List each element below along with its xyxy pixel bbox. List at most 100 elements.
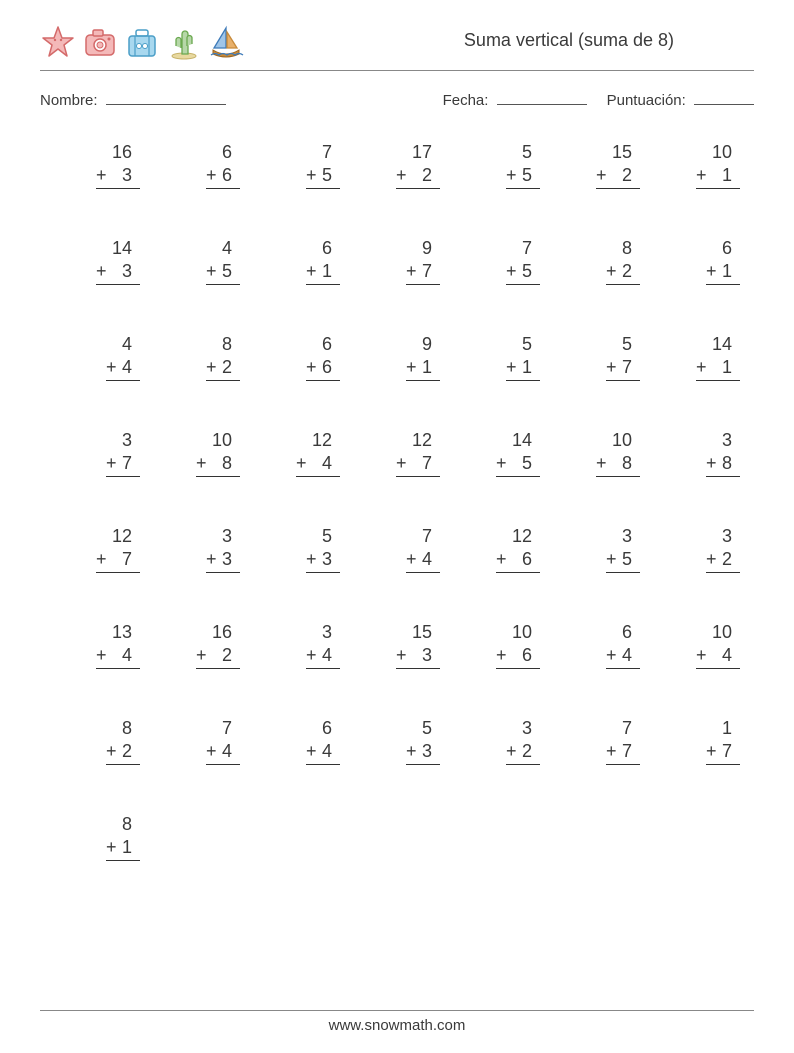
date-blank[interactable] [497,89,587,105]
addend-top: 12 [512,525,540,548]
addend-bottom: +7 [606,356,640,382]
addend-top: 7 [622,717,640,740]
addend-bottom: + 6 [496,548,540,574]
plus-sign: + [506,740,517,763]
addend-bottom-value: 2 [408,164,432,187]
addend-top: 13 [112,621,140,644]
addend-bottom-value: 3 [218,548,232,571]
problem-row: 8+27+46+45+33+27+71+7 [40,717,754,765]
addend-top: 4 [122,333,140,356]
plus-sign: + [606,260,617,283]
addend-bottom: +1 [306,260,340,286]
plus-sign: + [406,356,417,379]
info-row: Nombre: Fecha: Puntuación: [40,89,754,109]
problem-row: 14+ 34+56+19+77+58+26+1 [40,237,754,285]
addend-bottom-value: 4 [418,548,432,571]
addend-bottom-value: 7 [118,452,132,475]
addend-bottom: + 8 [196,452,240,478]
addend-bottom: + 3 [96,164,140,190]
addition-problem: 15+ 3 [340,621,440,669]
addend-bottom: +3 [406,740,440,766]
addend-top: 14 [112,237,140,260]
plus-sign: + [596,452,607,475]
addend-bottom-value: 1 [708,164,732,187]
addend-top: 3 [722,429,740,452]
addend-top: 3 [622,525,640,548]
plus-sign: + [506,356,517,379]
addend-bottom-value: 3 [318,548,332,571]
header-divider [40,70,754,71]
addition-problem: 16+ 3 [40,141,140,189]
worksheet-page: Suma vertical (suma de 8) Nombre: Fecha:… [0,0,794,1053]
plus-sign: + [496,548,507,571]
header-row: Suma vertical (suma de 8) [40,20,754,60]
addend-bottom: +2 [106,740,140,766]
addend-bottom: +5 [506,164,540,190]
addition-problem: 3+8 [640,429,740,477]
addend-bottom-value: 4 [618,644,632,667]
addend-top: 3 [522,717,540,740]
addend-top: 10 [512,621,540,644]
name-blank[interactable] [106,89,226,105]
addition-problem: 3+2 [640,525,740,573]
header-icons [40,20,244,60]
plus-sign: + [96,548,107,571]
addend-top: 10 [212,429,240,452]
addend-top: 12 [312,429,340,452]
addend-bottom-value: 8 [208,452,232,475]
addend-bottom-value: 6 [508,548,532,571]
addition-problem: 10+ 1 [640,141,740,189]
addition-problem: 14+ 5 [440,429,540,477]
addend-bottom-value: 7 [618,356,632,379]
addition-problem: 6+6 [140,141,240,189]
addend-bottom: +7 [106,452,140,478]
addend-bottom-value: 5 [218,260,232,283]
addend-top: 6 [322,237,340,260]
addend-bottom-value: 8 [718,452,732,475]
problem-row: 12+ 73+35+37+412+ 63+53+2 [40,525,754,573]
addition-problem: 9+1 [340,333,440,381]
addend-top: 7 [322,141,340,164]
addend-top: 6 [322,333,340,356]
addend-bottom-value: 8 [608,452,632,475]
addend-bottom: +4 [306,644,340,670]
addend-top: 5 [622,333,640,356]
plus-sign: + [306,548,317,571]
addition-problem: 3+2 [440,717,540,765]
addend-top: 9 [422,333,440,356]
plus-sign: + [696,356,707,379]
cactus-icon [166,24,202,60]
addend-top: 6 [322,717,340,740]
addend-bottom: + 6 [496,644,540,670]
addition-problem: 6+1 [640,237,740,285]
addition-problem: 7+4 [340,525,440,573]
footer-divider [40,1010,754,1011]
addition-problem: 5+7 [540,333,640,381]
addend-bottom: +1 [406,356,440,382]
addend-bottom-value: 6 [318,356,332,379]
addend-top: 4 [222,237,240,260]
addend-top: 6 [622,621,640,644]
plus-sign: + [306,644,317,667]
addend-bottom-value: 5 [508,452,532,475]
addition-problem: 12+ 6 [440,525,540,573]
addend-bottom-value: 1 [718,260,732,283]
addition-problem: 5+5 [440,141,540,189]
score-label: Puntuación: [607,92,686,109]
plus-sign: + [96,164,107,187]
addition-problem: 7+5 [240,141,340,189]
addition-problem: 8+2 [140,333,240,381]
plus-sign: + [396,164,407,187]
addend-bottom: +8 [706,452,740,478]
addition-problem: 10+ 4 [640,621,740,669]
plus-sign: + [606,548,617,571]
addend-bottom: + 1 [696,164,740,190]
addend-top: 16 [112,141,140,164]
addition-problem: 6+4 [240,717,340,765]
name-label: Nombre: [40,92,98,109]
addend-bottom: +3 [206,548,240,574]
plus-sign: + [406,740,417,763]
score-blank[interactable] [694,89,754,105]
plus-sign: + [206,164,217,187]
plus-sign: + [106,740,117,763]
